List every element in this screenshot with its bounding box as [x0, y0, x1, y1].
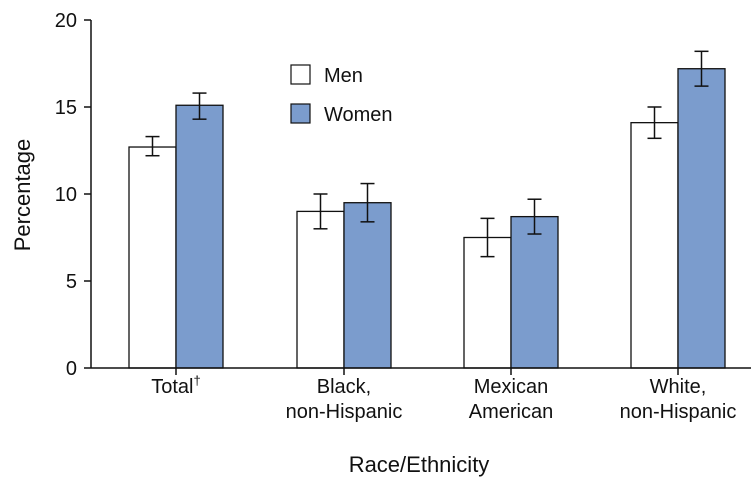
bar-men-0: [128, 146, 177, 369]
y-axis-title: Percentage: [10, 139, 35, 252]
x-tick-label: non-Hispanic: [286, 401, 403, 423]
bar-women-0: [175, 104, 224, 369]
error-bars: [145, 50, 709, 258]
legend: Men Women: [290, 64, 393, 126]
error-bar-men-1: [313, 193, 328, 230]
x-tick-label: White,: [650, 376, 707, 398]
y-axis-ticks: 0 5 10 15 20: [55, 10, 91, 380]
y-tick-label: 20: [55, 10, 77, 32]
error-bar-men-2: [480, 217, 495, 258]
error-bar-women-0: [192, 92, 207, 120]
error-bar-women-3: [694, 50, 709, 87]
x-tick-label: non-Hispanic: [620, 401, 737, 423]
bar-men-3: [630, 122, 679, 369]
y-tick-label: 0: [66, 358, 77, 380]
legend-label-men: Men: [324, 65, 363, 87]
bar-women-3: [677, 68, 726, 369]
legend-swatch-women: [290, 103, 311, 124]
bar-women-2: [510, 215, 559, 369]
legend-label-women: Women: [324, 104, 393, 126]
y-tick-label: 15: [55, 97, 77, 119]
x-tick-label: American: [469, 401, 553, 423]
bar-men-2: [463, 236, 512, 369]
x-tick-label: Total†: [151, 373, 200, 398]
error-bar-women-2: [527, 198, 542, 235]
legend-swatch-men: [290, 64, 311, 85]
x-axis-tick-labels: Total† Black, non-Hispanic Mexican American W…: [151, 368, 736, 423]
x-tick-label: Mexican: [474, 376, 548, 398]
error-bar-men-3: [647, 106, 662, 140]
x-axis-title: Race/Ethnicity: [349, 452, 490, 477]
x-tick-label: Black,: [317, 376, 371, 398]
error-bar-women-1: [360, 182, 375, 223]
bar-women-1: [343, 202, 392, 369]
error-bar-men-0: [145, 135, 160, 157]
bars: [128, 68, 726, 369]
bar-men-1: [296, 210, 345, 369]
y-tick-label: 10: [55, 184, 77, 206]
y-tick-label: 5: [66, 271, 77, 293]
